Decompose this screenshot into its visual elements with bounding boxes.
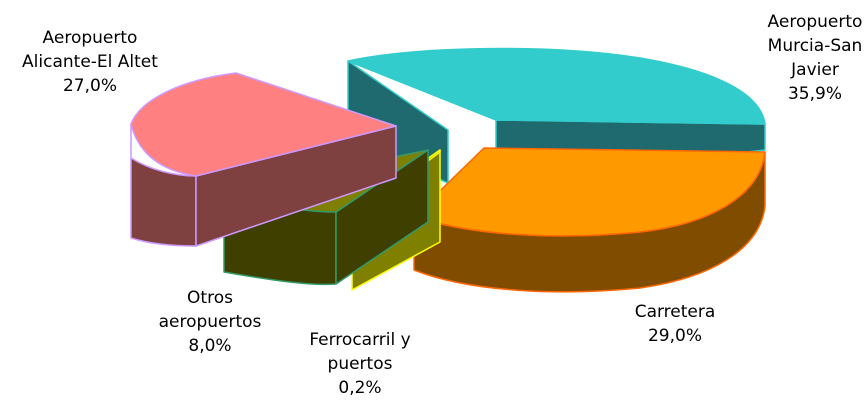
slice-alicante-el-altet [130, 72, 397, 247]
label-murcia-line-1: Aeropuerto [767, 12, 863, 32]
label-carretera-value: 29,0% [647, 326, 702, 346]
label-otros-line-1: Otros [187, 288, 233, 308]
label-otros-aeropuertos: Otros aeropuertos 8,0% [140, 286, 280, 358]
label-murcia-line-2: Murcia-San [767, 36, 863, 56]
label-ferrocarril-line-2: puertos [327, 354, 393, 374]
label-carretera: Carretera 29,0% [615, 300, 735, 348]
label-otros-value: 8,0% [188, 336, 232, 356]
label-otros-line-2: aeropuertos [158, 312, 262, 332]
label-alicante-value: 27,0% [62, 76, 117, 96]
label-alicante-line-1: Aeropuerto [42, 28, 138, 48]
label-alicante-el-altet: Aeropuerto Alicante-El Altet 27,0% [20, 26, 160, 98]
label-carretera-line-1: Carretera [634, 302, 716, 322]
label-ferrocarril-line-1: Ferrocarril y [309, 330, 411, 350]
slice-carretera [413, 147, 766, 293]
label-murcia-value: 35,9% [787, 84, 842, 104]
slice-murcia-top [347, 47, 766, 125]
label-murcia-san-javier: Aeropuerto Murcia-San Javier 35,9% [745, 10, 867, 106]
slice-alicante-top [130, 72, 397, 177]
label-alicante-line-2: Alicante-El Altet [22, 52, 158, 72]
label-murcia-line-3: Javier [791, 60, 839, 80]
label-ferrocarril-value: 0,2% [338, 378, 382, 398]
label-ferrocarril-puertos: Ferrocarril y puertos 0,2% [290, 328, 430, 400]
slice-carretera-top [413, 147, 766, 237]
